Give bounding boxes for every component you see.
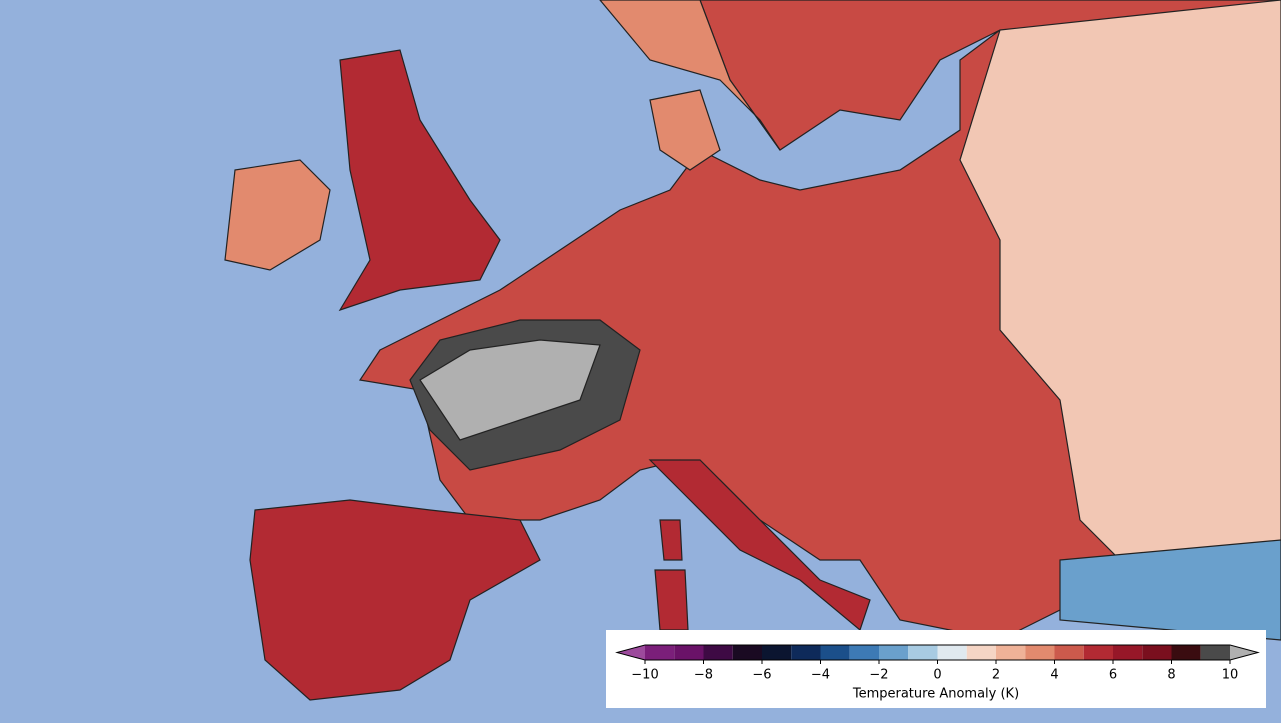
colorbar-tick-label: −4 [811,668,830,683]
colorbar-segment [908,645,938,660]
colorbar-segment [1083,645,1113,660]
colorbar-tick-label: 4 [1050,668,1058,683]
colorbar-tick-label: 2 [992,668,1000,683]
colorbar-segment [1200,645,1230,660]
colorbar-tick-label: 8 [1167,668,1175,683]
denmark [649,89,721,171]
colorbar-segment [1142,645,1172,660]
colorbar-segment [703,645,733,660]
colorbar-segment [879,645,909,660]
colorbar-segment [674,645,704,660]
colorbar-segment [1171,645,1201,660]
colorbar-segment [1113,645,1143,660]
colorbar-extend-low [617,645,645,660]
colorbar-tick-label: −10 [631,668,658,683]
colorbar-segment [645,645,675,660]
colorbar-tick-label: 10 [1222,668,1239,683]
colorbar-extend-high [1230,645,1258,660]
iberia [249,499,541,701]
colorbar-segment [732,645,762,660]
colorbar-segment [820,645,850,660]
colorbar-segment [1025,645,1055,660]
france-hottest [419,339,601,441]
colorbar: Temperature Anomaly (K) −10 −8 −6 −4 −2 0 2 4 6 8… [606,630,1266,708]
britain [338,49,501,312]
colorbar-segment [996,645,1026,660]
ireland [224,159,331,271]
colorbar-segment [937,645,967,660]
colorbar-segment [966,645,996,660]
colorbar-label: Temperature Anomaly (K) [852,687,1019,702]
colorbar-tick-label: 6 [1109,668,1117,683]
turkey [1059,539,1281,641]
scandinavia [599,0,781,151]
colorbar-tick-label: 0 [933,668,941,683]
colorbar-segment [791,645,821,660]
colorbar-box [606,630,1266,708]
colorbar-tick-label: −8 [694,668,713,683]
east-europe [959,0,1281,591]
colorbar-segment [762,645,792,660]
italy [648,459,871,632]
colorbar-segment [1054,645,1084,660]
land [224,0,1281,701]
colorbar-tick-label: −6 [752,668,771,683]
colorbar-tick-label: −2 [869,668,888,683]
colorbar-segment [849,645,879,660]
